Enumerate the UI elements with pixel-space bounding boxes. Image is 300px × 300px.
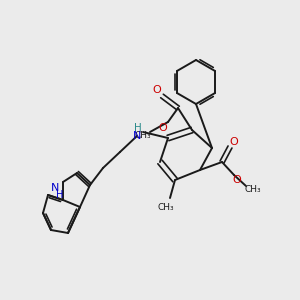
- Text: O: O: [230, 137, 238, 147]
- Text: N: N: [133, 131, 141, 141]
- Text: O: O: [159, 123, 167, 133]
- Text: H: H: [134, 123, 142, 133]
- Text: O: O: [232, 175, 242, 185]
- Text: H: H: [56, 190, 64, 200]
- Text: CH₃: CH₃: [135, 131, 151, 140]
- Text: CH₃: CH₃: [245, 185, 261, 194]
- Text: CH₃: CH₃: [158, 202, 174, 211]
- Text: O: O: [153, 85, 161, 95]
- Text: N: N: [51, 183, 59, 193]
